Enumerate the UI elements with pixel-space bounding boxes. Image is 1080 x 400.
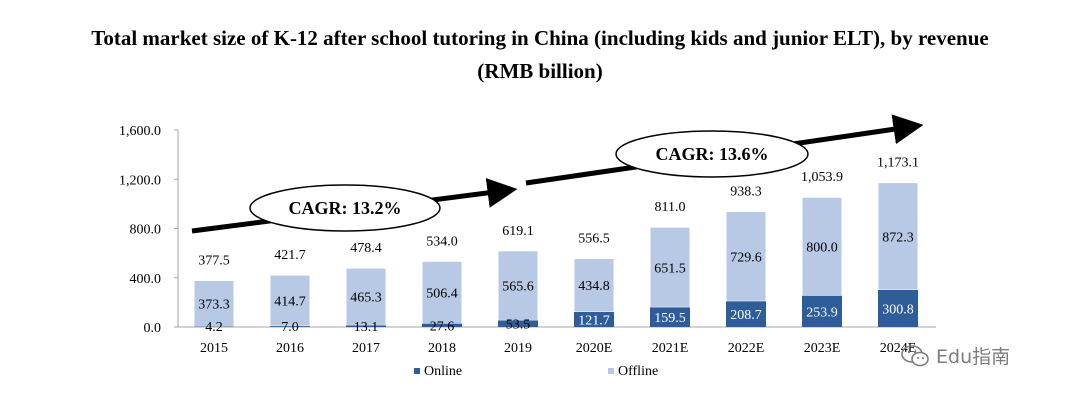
online-value-label: 4.2 bbox=[205, 320, 223, 335]
bar-online bbox=[498, 320, 538, 327]
x-tick-label: 2016 bbox=[276, 341, 304, 356]
y-tick-label: 0.0 bbox=[144, 321, 162, 336]
offline-value-label: 373.3 bbox=[198, 298, 230, 313]
y-tick-label: 1,200.0 bbox=[119, 173, 161, 188]
bar-offline bbox=[725, 210, 767, 302]
online-value-label: 121.7 bbox=[578, 314, 610, 329]
offline-value-label: 506.4 bbox=[426, 286, 458, 301]
cagr-ellipse-1 bbox=[249, 184, 441, 232]
offline-value-label: 465.3 bbox=[350, 291, 382, 306]
legend-label-online: Online bbox=[424, 364, 462, 379]
online-value-label: 208.7 bbox=[730, 308, 762, 323]
total-value-label: 377.5 bbox=[198, 254, 230, 269]
bar-online bbox=[802, 295, 842, 327]
bar-online bbox=[574, 312, 614, 327]
chart-title: Total market size of K-12 after school t… bbox=[0, 22, 1080, 88]
online-value-label: 13.1 bbox=[354, 320, 379, 335]
offline-value-label: 414.7 bbox=[274, 295, 306, 310]
bar-offline bbox=[193, 280, 235, 327]
bar-offline bbox=[421, 260, 463, 325]
x-tick-label: 2023E bbox=[804, 341, 841, 356]
legend-swatch-offline bbox=[608, 368, 614, 374]
total-value-label: 1,173.1 bbox=[877, 156, 919, 171]
online-value-label: 159.5 bbox=[654, 311, 686, 326]
total-value-label: 478.4 bbox=[350, 241, 382, 256]
legend-swatch-online bbox=[414, 368, 420, 374]
x-tick-label: 2024E bbox=[880, 341, 917, 356]
x-tick-label: 2019 bbox=[504, 341, 532, 356]
offline-value-label: 651.5 bbox=[654, 261, 686, 276]
offline-value-label: 565.6 bbox=[502, 280, 534, 295]
total-value-label: 1,053.9 bbox=[801, 170, 843, 185]
bar-offline bbox=[573, 257, 615, 313]
x-tick-label: 2022E bbox=[728, 341, 765, 356]
bar-online bbox=[422, 323, 462, 327]
bar-online bbox=[878, 289, 918, 327]
offline-value-label: 872.3 bbox=[882, 230, 914, 245]
bar-online bbox=[650, 307, 690, 327]
watermark: Edu指南 bbox=[900, 342, 1010, 369]
bar-online bbox=[346, 325, 386, 327]
bar-online bbox=[270, 326, 310, 327]
bar-online bbox=[726, 301, 766, 327]
total-value-label: 421.7 bbox=[274, 248, 306, 263]
x-tick-label: 2017 bbox=[352, 341, 380, 356]
offline-value-label: 434.8 bbox=[578, 279, 610, 294]
legend-label-offline: Offline bbox=[618, 364, 658, 379]
x-tick-label: 2015 bbox=[200, 341, 228, 356]
online-value-label: 53.5 bbox=[506, 318, 531, 333]
watermark-text: Edu指南 bbox=[936, 346, 1011, 368]
bar-offline bbox=[801, 196, 843, 297]
bar-offline bbox=[497, 250, 539, 321]
total-value-label: 534.0 bbox=[426, 234, 458, 249]
bar-offline bbox=[345, 267, 387, 326]
chart-title-line-2: (RMB billion) bbox=[477, 59, 603, 83]
online-value-label: 253.9 bbox=[806, 305, 838, 320]
offline-value-label: 800.0 bbox=[806, 240, 838, 255]
y-tick-label: 800.0 bbox=[130, 223, 162, 238]
x-tick-label: 2020E bbox=[576, 341, 613, 356]
bar-online bbox=[194, 326, 234, 327]
bar-offline bbox=[649, 226, 691, 308]
cagr-ellipse-2 bbox=[615, 130, 809, 178]
total-value-label: 938.3 bbox=[730, 184, 762, 199]
online-value-label: 27.6 bbox=[430, 319, 455, 334]
online-value-label: 7.0 bbox=[281, 320, 299, 335]
x-tick-label: 2018 bbox=[428, 341, 456, 356]
total-value-label: 811.0 bbox=[655, 200, 686, 215]
bar-offline bbox=[877, 182, 919, 291]
online-value-label: 300.8 bbox=[882, 302, 914, 317]
cagr-label-2: CAGR: 13.6% bbox=[656, 144, 769, 164]
y-tick-label: 400.0 bbox=[130, 272, 162, 287]
total-value-label: 619.1 bbox=[502, 224, 534, 239]
x-tick-label: 2021E bbox=[652, 341, 689, 356]
cagr-label-1: CAGR: 13.2% bbox=[289, 198, 402, 218]
y-tick-label: 1,600.0 bbox=[119, 124, 161, 139]
wechat-icon bbox=[901, 344, 929, 366]
offline-value-label: 729.6 bbox=[730, 250, 762, 265]
total-value-label: 556.5 bbox=[578, 231, 610, 246]
chart-title-line-1: Total market size of K-12 after school t… bbox=[91, 26, 989, 50]
